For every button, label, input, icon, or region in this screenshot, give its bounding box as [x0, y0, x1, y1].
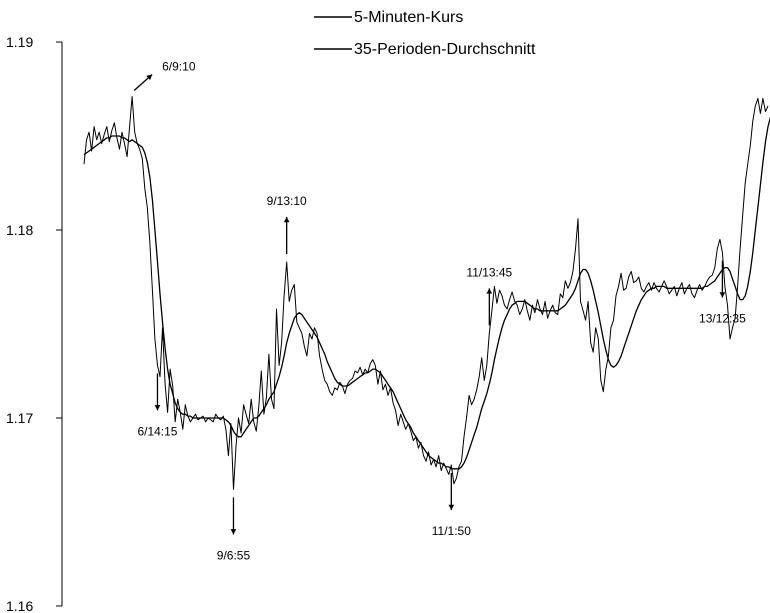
series-layer [83, 96, 770, 490]
y-tick-label: 1.19 [6, 34, 33, 50]
series-line-average [83, 116, 770, 470]
annotation-label: 9/6:55 [217, 548, 251, 562]
legend: 5-Minuten-Kurs 35-Perioden-Durchschnitt [314, 9, 536, 58]
annotation-label: 6/9:10 [162, 60, 196, 74]
y-tick-label: 1.18 [6, 222, 33, 238]
annotation-arrowhead [448, 504, 455, 510]
series-line-price [83, 96, 769, 490]
legend-label-price: 5-Minuten-Kurs [354, 9, 463, 26]
y-tick-label: 1.17 [6, 410, 33, 426]
annotation-label: 13/21:55 [737, 0, 770, 3]
annotation-arrowhead [283, 216, 290, 223]
annotation-arrowhead [146, 74, 153, 81]
annotation-arrowhead [154, 405, 161, 411]
annotation-label: 11/1:50 [432, 524, 471, 538]
annotation-arrowhead [719, 292, 726, 298]
annotation-arrowhead [230, 529, 237, 535]
annotation-layer: 6/9:10 6/14:15 9/6:55 9/13:10 11/1:50 11/13:4… [133, 0, 770, 562]
annotation-arrowhead [486, 288, 493, 294]
y-tick-label: 1.16 [6, 598, 33, 613]
y-axis: 1.19 1.18 1.17 1.16 [6, 34, 63, 613]
annotation-label: 13/12:35 [699, 312, 746, 326]
annotation-label: 11/13:45 [466, 265, 512, 279]
annotation-label: 9/13:10 [267, 194, 307, 208]
annotation-label: 6/14:15 [137, 424, 177, 438]
legend-label-average: 35-Perioden-Durchschnitt [354, 41, 536, 58]
